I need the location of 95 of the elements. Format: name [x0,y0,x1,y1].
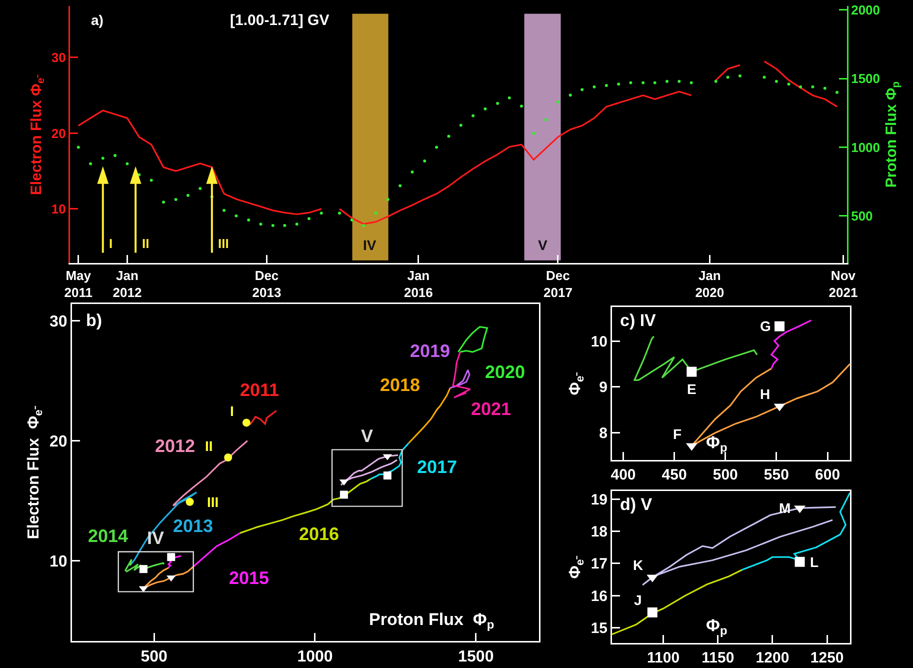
annotation: K [633,557,644,573]
y-tick-label: 10 [590,333,608,350]
line-series [457,326,488,353]
x-tick-label: Nov 2021 [828,268,858,300]
x-tick-label: 500 [140,648,168,666]
series-label: 2019 [410,341,450,361]
y-tick-label: 20 [50,433,68,450]
x-tick-label: May 2011 [64,268,92,300]
annotation: V [361,426,374,446]
x-tick-label: 450 [662,466,687,484]
y-tick-label: 30 [51,50,66,66]
y-tick-label: 15 [590,620,608,638]
line-series [124,558,165,572]
x-tick-label: 1200 [756,650,790,666]
series-label: 2014 [88,526,128,546]
y-tick-label: 9 [599,379,608,396]
series-label: 2012 [155,436,196,456]
y2-tick-label: 1500 [851,71,880,86]
ref-line-label: II [142,236,150,251]
chart-title: c) IV [620,311,657,330]
x-tick-label: Jan 2012 [112,268,142,300]
line-series [452,351,471,398]
series-label: 2020 [485,362,526,382]
x-tick-label: 1000 [297,648,333,666]
point [686,366,697,377]
x-tick-label: 600 [815,466,840,484]
series-label: 2015 [229,568,270,588]
band-label: IV [363,237,377,253]
chart-title: d) V [620,495,653,514]
series-label: 2018 [380,375,420,395]
x-tick-label: Jan 2020 [695,268,724,300]
y-tick-label: 16 [590,588,608,605]
x-tick-label: Dec 2017 [544,268,572,300]
line-series [741,492,850,571]
series-label: 2016 [299,524,340,544]
x-tick-label: 500 [712,466,738,484]
series-label: 2013 [173,516,214,536]
point [242,418,250,427]
series-label: 2021 [471,399,512,419]
x-axis-title: Proton Flux Φ$_{p}$ [369,610,494,632]
annotation: J [634,592,642,608]
point [340,490,348,499]
y2-tick-label: 2000 [851,2,880,18]
annotation: H [760,386,770,402]
annotation: G [760,318,771,334]
line-series [449,369,470,389]
annotation: [1.00-1.71] GV [230,12,330,29]
point [167,553,176,562]
line-series [770,320,812,370]
x-tick-label: 1500 [458,648,494,666]
annotation: II [205,438,213,454]
point [383,472,392,480]
y-tick-label: 30 [50,313,68,330]
series-label: 2011 [240,380,280,400]
y-tick-label: 17 [590,556,608,573]
line-series [340,454,399,486]
line-series [192,532,241,568]
y-tick-label: 19 [590,491,608,508]
ref-line-label: III [218,236,229,251]
annotation: L [810,554,819,570]
y2-tick-label: 1000 [851,140,880,155]
x-tick-label: 1100 [647,650,680,666]
x-axis-title: Φ$_{p}$ [706,433,728,455]
point [774,321,785,332]
annotation: E [687,381,696,397]
y-tick-label: 10 [50,553,68,570]
series-label: 2017 [417,457,458,477]
y-tick-label: 18 [590,524,608,540]
annotation: III [207,494,219,510]
x-tick-label: 400 [610,466,636,484]
line-series [370,442,410,480]
chart-title: b) [86,311,102,330]
chart-title: a) [91,12,104,28]
annotation: F [673,426,682,442]
x-tick-label: 550 [764,466,789,484]
point [139,565,148,574]
y-tick-label: 8 [599,425,608,442]
annotation: I [230,403,234,419]
point [224,454,232,462]
point [794,556,805,567]
y-tick-label: 20 [51,126,66,141]
band-label: V [538,237,548,253]
line-series [612,569,743,636]
point [186,498,194,506]
point [647,607,658,618]
y-tick-label: 10 [51,201,66,216]
x-tick-label: Dec 2013 [252,268,282,300]
line-series [634,336,758,381]
x-tick-label: Jan 2016 [404,268,433,300]
ref-line-label: I [109,236,113,251]
y2-tick-label: 500 [851,208,873,224]
x-axis-title: Φ$_{p}$ [706,616,728,638]
x-tick-label: 1250 [810,650,844,666]
annotation: IV [147,528,164,548]
x-tick-label: 1150 [702,650,734,666]
